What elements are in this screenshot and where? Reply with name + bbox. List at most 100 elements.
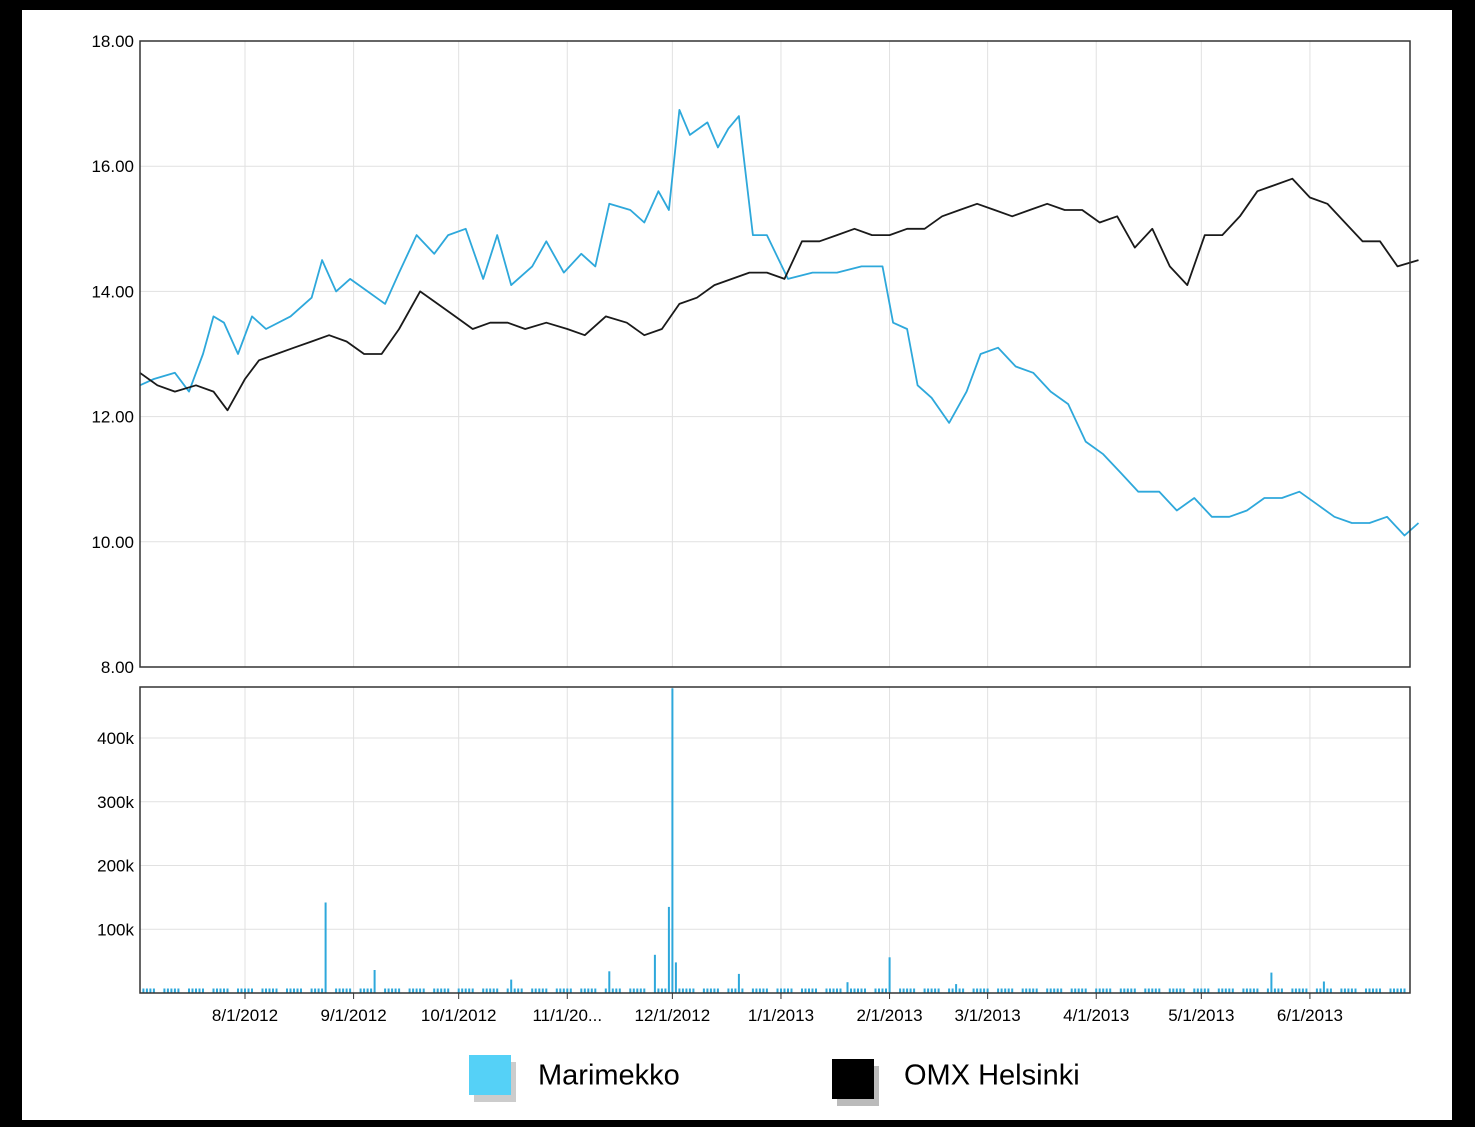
volume-bar-2012-09-03	[359, 988, 362, 993]
volume-bar-2012-09-25	[436, 988, 439, 993]
volume-bar-2013-05-08	[1224, 988, 1227, 993]
volume-bar-2013-02-15	[937, 988, 940, 993]
volume-bar-2013-01-23	[857, 988, 859, 993]
volume-bar-2012-11-02	[569, 988, 572, 993]
volume-bar-2012-10-22	[531, 988, 534, 993]
volume-bar-2012-09-13	[394, 988, 397, 993]
volume-bar-2013-06-17	[1365, 988, 1367, 993]
volume-bar-2012-07-03	[142, 988, 145, 993]
volume-bar-2013-02-27	[979, 988, 982, 993]
volume-bar-2013-04-24	[1175, 988, 1178, 993]
volume-bar-2013-01-14	[825, 988, 828, 993]
volume-bar-2013-02-13	[930, 988, 933, 993]
volume-bar-2012-10-04	[468, 988, 471, 993]
volume-bar-2012-07-26	[223, 988, 225, 993]
volume-bar-2013-05-10	[1231, 988, 1234, 993]
volume-bar-2013-06-13	[1350, 988, 1353, 993]
volume-bar-2012-12-07	[692, 988, 695, 993]
volume-bar-2013-05-27	[1291, 988, 1294, 993]
volume-bar-2012-08-15	[293, 988, 295, 993]
price-y-tick-8-00: 8.00	[101, 658, 134, 677]
volume-bar-2013-01-25	[864, 988, 866, 993]
volume-bar-2013-05-17	[1256, 988, 1259, 993]
x-tick-8-1-2012: 8/1/2012	[212, 1006, 278, 1025]
volume-bar-2013-03-25	[1070, 988, 1073, 993]
volume-bar-2013-03-27	[1077, 988, 1080, 993]
volume-bar-2012-09-10	[384, 988, 387, 993]
volume-bars	[142, 688, 1406, 994]
volume-bar-2013-06-03	[1315, 988, 1318, 993]
volume-bar-2013-05-15	[1249, 988, 1252, 993]
volume-bar-2012-11-13	[608, 971, 611, 993]
volume-bar-2013-03-05	[1000, 988, 1003, 993]
volume-bar-2012-09-04	[363, 988, 366, 993]
volume-bar-2012-07-19	[198, 988, 201, 993]
volume-bar-2012-09-06	[370, 988, 373, 993]
volume-bar-2013-05-31	[1305, 988, 1308, 993]
volume-bar-2013-04-25	[1179, 988, 1182, 993]
volume-bar-2012-07-18	[195, 988, 197, 993]
volume-bar-2012-07-24	[216, 988, 218, 993]
volume-bar-2012-12-18	[730, 988, 733, 993]
x-tick-11-1-20: 11/1/20...	[532, 1006, 602, 1025]
volume-bar-2012-10-30	[559, 988, 562, 993]
volume-bar-2013-04-02	[1098, 988, 1101, 993]
volume-bar-2012-07-23	[212, 988, 215, 993]
volume-bar-2013-05-16	[1252, 988, 1255, 993]
volume-bar-2013-02-06	[906, 988, 909, 993]
volume-plot-frame	[139, 686, 1411, 994]
volume-bar-2012-10-12	[496, 988, 499, 993]
volume-bar-2012-11-20	[632, 988, 635, 993]
volume-bar-2012-08-27	[335, 988, 338, 993]
price-y-tick-12-00: 12.00	[91, 408, 134, 427]
volume-bar-2013-05-24	[1280, 988, 1283, 993]
volume-bar-2012-08-20	[310, 988, 313, 993]
volume-bar-2012-07-06	[152, 988, 155, 993]
volume-bar-2013-01-08	[804, 988, 807, 993]
volume-bar-2013-03-14	[1032, 988, 1035, 993]
volume-bar-2013-02-25	[972, 988, 975, 993]
volume-bar-2013-02-05	[902, 988, 905, 993]
volume-bar-2012-07-25	[219, 988, 222, 993]
price-y-tick-18-00: 18.00	[91, 32, 134, 51]
volume-bar-2012-10-25	[541, 988, 544, 993]
volume-bar-2013-06-26	[1396, 988, 1399, 993]
x-tick-6-1-2013: 6/1/2013	[1277, 1006, 1343, 1025]
volume-bar-2013-05-09	[1228, 988, 1231, 993]
volume-bar-2013-04-12	[1133, 988, 1136, 993]
volume-bar-2012-10-09	[485, 988, 488, 993]
volume-bar-2012-10-16	[510, 979, 513, 993]
x-tick-12-1-2012: 12/1/2012	[635, 1006, 711, 1025]
volume-bar-2012-12-03	[678, 988, 681, 993]
volume-bar-2013-01-09	[808, 988, 810, 993]
volume-bar-2012-09-11	[387, 988, 390, 993]
volume-bar-2013-06-12	[1347, 988, 1350, 993]
volume-bar-2013-05-28	[1294, 988, 1297, 993]
volume-bar-2012-11-05	[580, 988, 583, 993]
series-line-marimekko	[139, 109, 1420, 537]
volume-bar-2012-08-28	[338, 988, 341, 993]
volume-bar-2013-02-08	[913, 988, 916, 993]
volume-bar-2012-10-03	[464, 988, 467, 993]
volume-bar-2012-07-12	[173, 988, 176, 993]
volume-bar-2013-01-15	[829, 988, 831, 993]
volume-bar-2013-01-28	[874, 988, 877, 993]
volume-bar-2013-03-01	[986, 988, 989, 993]
volume-bar-2013-03-12	[1025, 988, 1028, 993]
volume-bar-2012-10-23	[534, 988, 537, 993]
volume-bar-2012-12-11	[706, 988, 709, 993]
volume-bar-2012-11-30	[667, 906, 670, 993]
legend-swatch-omx-helsinki	[832, 1059, 874, 1099]
volume-bar-2013-01-17	[836, 988, 838, 993]
price-y-tick-14-00: 14.00	[91, 282, 134, 301]
volume-bar-2012-12-12	[709, 988, 712, 993]
volume-bar-2013-04-18	[1154, 988, 1157, 993]
volume-bar-2012-08-17	[300, 988, 302, 993]
volume-bar-2012-11-07	[587, 988, 590, 993]
volume-bar-2012-11-27	[657, 988, 660, 993]
volume-bar-2013-03-08	[1011, 988, 1014, 993]
volume-bar-2013-06-18	[1368, 988, 1371, 993]
volume-bar-2013-05-23	[1277, 988, 1280, 993]
